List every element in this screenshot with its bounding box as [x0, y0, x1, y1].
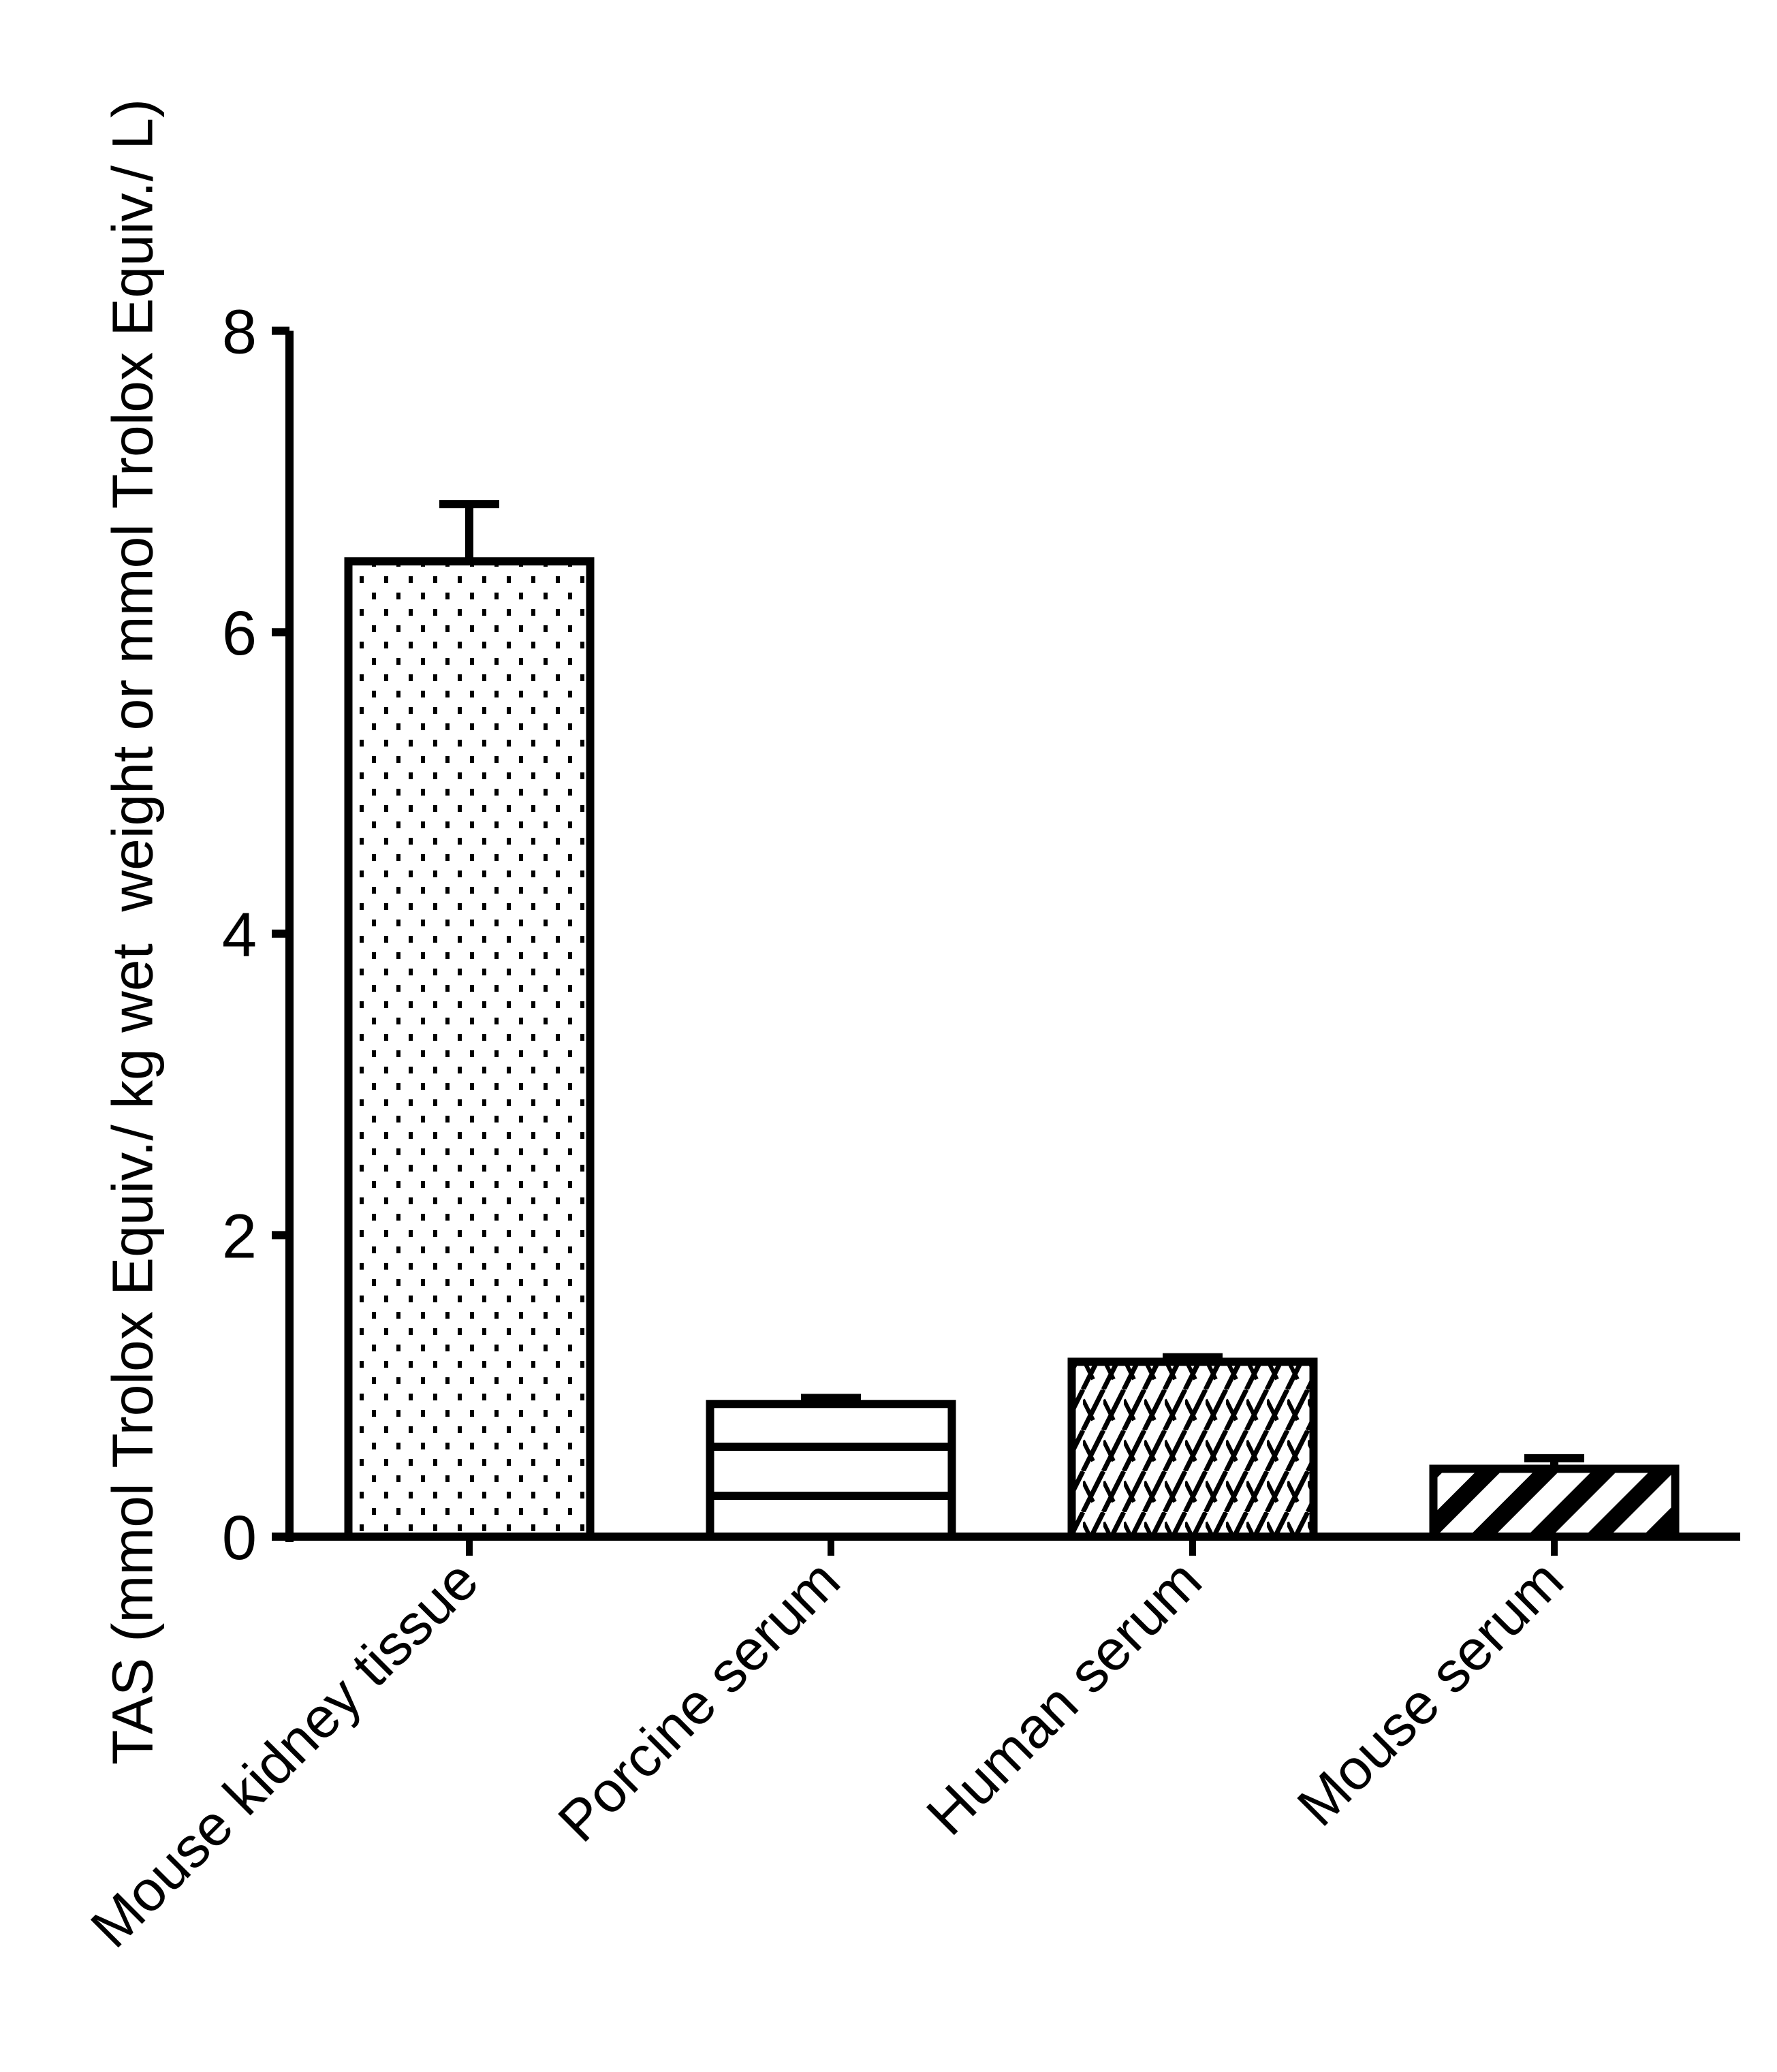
bar-human-serum	[1067, 1353, 1318, 1541]
y-axis-title-text: TAS (mmol Trolox Equiv./ kg wet weight o…	[100, 98, 165, 1765]
bar-rect	[1067, 1357, 1318, 1541]
y-tick-label: 8	[222, 298, 257, 367]
y-tick-label: 6	[222, 599, 257, 668]
y-tick-label: 4	[222, 900, 257, 970]
x-tick-label: Mouse serum	[1285, 1548, 1575, 1838]
bar-mouse-serum	[1429, 1454, 1680, 1541]
x-tick-label: Human serum	[914, 1548, 1213, 1847]
axes-group	[272, 326, 1740, 1556]
bar-rect	[706, 1400, 956, 1541]
y-tick-label: 0	[222, 1503, 257, 1573]
x-tick-label: Porcine serum	[546, 1548, 851, 1853]
bar-porcine-serum	[706, 1394, 956, 1541]
bar-rect	[1429, 1464, 1680, 1541]
bar-mouse-kidney-tissue	[344, 500, 595, 1541]
bars-group	[344, 500, 1680, 1541]
labels-group: Mouse kidney tissue Porcine serum Human se…	[78, 298, 1575, 1960]
bar-rect	[344, 557, 595, 1541]
y-tick-label: 2	[222, 1202, 257, 1271]
